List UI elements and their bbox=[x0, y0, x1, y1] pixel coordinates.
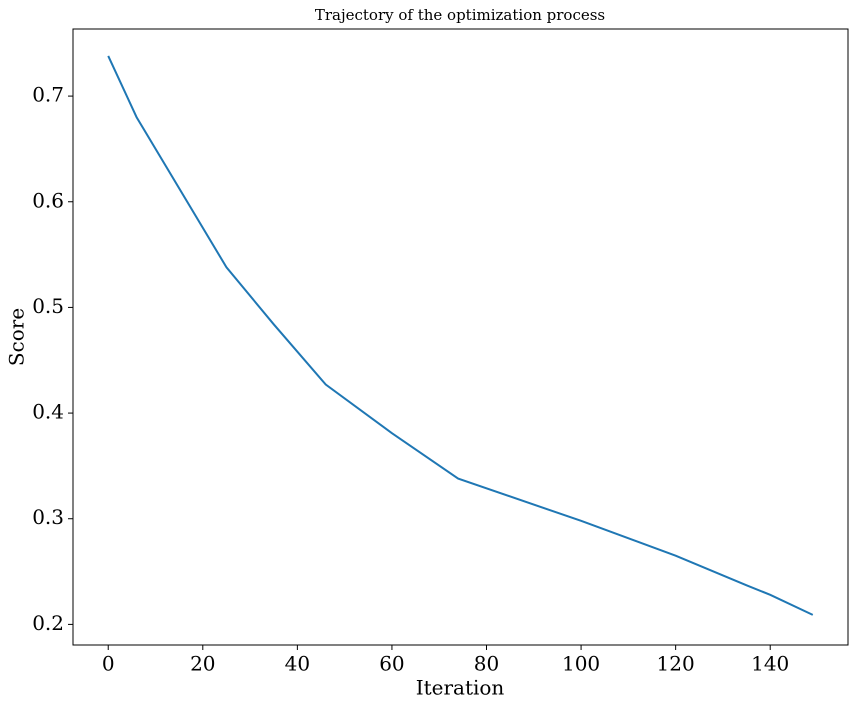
line bbox=[107, 55, 814, 616]
x-tick-label: 20 bbox=[190, 652, 215, 676]
y-tick-label: 0.5 bbox=[32, 294, 64, 318]
y-axis-label: Score bbox=[5, 308, 29, 366]
x-tick-label: 40 bbox=[285, 652, 310, 676]
y-tick-label: 0.3 bbox=[32, 505, 64, 529]
y-tick-label: 0.7 bbox=[32, 83, 64, 107]
x-tick-label: 0 bbox=[102, 652, 115, 676]
x-tick-label: 80 bbox=[474, 652, 499, 676]
chart-title: Trajectory of the optimization process bbox=[315, 6, 605, 24]
y-tick-label: 0.2 bbox=[32, 611, 64, 635]
y-tick-label: 0.6 bbox=[32, 188, 64, 212]
x-tick-label: 100 bbox=[562, 652, 600, 676]
x-axis-label: Iteration bbox=[416, 676, 505, 700]
plot-frame bbox=[72, 28, 849, 646]
x-tick-label: 140 bbox=[751, 652, 789, 676]
x-tick-label: 120 bbox=[657, 652, 695, 676]
y-tick-label: 0.4 bbox=[32, 400, 64, 424]
x-tick-label: 60 bbox=[379, 652, 404, 676]
